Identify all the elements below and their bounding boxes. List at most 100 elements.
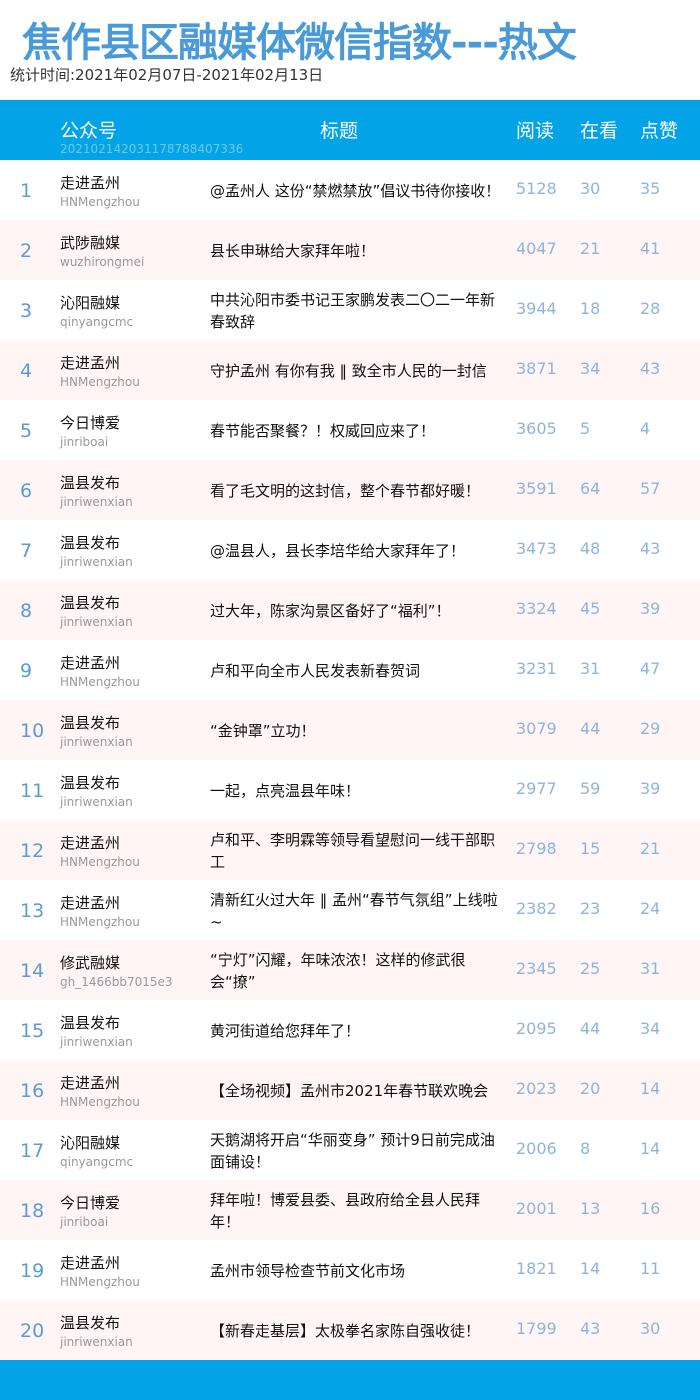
article-title[interactable]: 守护孟州 有你有我 ‖ 致全市人民的一封信: [210, 362, 487, 380]
table-row[interactable]: 13 走进孟州 HNMengzhou 清新红火过大年 ‖ 孟州“春节气氛组”上线啦~ 2…: [0, 880, 700, 940]
rank: 13: [20, 900, 45, 922]
page-title: 焦作县区融媒体微信指数---热文: [22, 20, 577, 66]
account-id: HNMengzhou: [60, 195, 140, 209]
like-count: 43: [640, 359, 661, 378]
see-count: 44: [580, 719, 601, 738]
read-count: 3871: [516, 359, 557, 378]
account-id: gh_1466bb7015e3: [60, 975, 173, 989]
account-name: 走进孟州: [60, 174, 121, 192]
read-count: 3231: [516, 659, 557, 678]
rank: 9: [20, 660, 33, 682]
like-count: 29: [640, 719, 661, 738]
article-title[interactable]: @孟州人 这份“禁燃禁放”倡议书待你接收！: [210, 182, 501, 200]
like-count: 21: [640, 839, 661, 858]
read-count: 3605: [516, 419, 557, 438]
rank: 1: [20, 180, 33, 202]
table-row[interactable]: 2 武陟融媒 wuzhirongmei 县长申琳给大家拜年啦！ 4047 21 41: [0, 220, 700, 280]
table-row[interactable]: 10 温县发布 jinriwenxian “金钟罩”立功！ 3079 44 29: [0, 700, 700, 760]
article-title[interactable]: 一起，点亮温县年味！: [210, 782, 361, 800]
read-count: 3324: [516, 599, 557, 618]
like-count: 30: [640, 1319, 661, 1338]
article-title[interactable]: 黄河街道给您拜年了！: [210, 1022, 361, 1040]
see-count: 21: [580, 239, 601, 258]
account-id: jinriwenxian: [60, 615, 133, 629]
table-row[interactable]: 8 温县发布 jinriwenxian 过大年，陈家沟景区备好了“福利”！ 3324 45…: [0, 580, 700, 640]
see-count: 13: [580, 1199, 601, 1218]
table-row[interactable]: 12 走进孟州 HNMengzhou 卢和平、李明霖等领导看望慰问一线干部职工 2798…: [0, 820, 700, 880]
rank: 15: [20, 1020, 45, 1042]
rank: 5: [20, 420, 33, 442]
article-title[interactable]: 过大年，陈家沟景区备好了“福利”！: [210, 602, 451, 620]
read-count: 5128: [516, 179, 557, 198]
like-count: 28: [640, 299, 661, 318]
read-count: 2023: [516, 1079, 557, 1098]
see-count: 5: [580, 419, 591, 438]
read-count: 2001: [516, 1199, 557, 1218]
header-code: 20210214203117878840733​6: [60, 142, 244, 156]
read-count: 3473: [516, 539, 557, 558]
article-title[interactable]: “宁灯”闪耀，年味浓浓！这样的修武很会“撩”: [210, 951, 466, 991]
like-count: 31: [640, 959, 661, 978]
table-row[interactable]: 3 沁阳融媒 qinyangcmc 中共沁阳市委书记王家鹏发表二〇二一年新春致辞 394…: [0, 280, 700, 340]
table-row[interactable]: 16 走进孟州 HNMengzhou 【全场视频】孟州市2021年春节联欢晚会 2023…: [0, 1060, 700, 1120]
table-row[interactable]: 19 走进孟州 HNMengzhou 孟州市领导检查节前文化市场 1821 14 11: [0, 1240, 700, 1300]
account-name: 温县发布: [60, 474, 121, 492]
see-count: 31: [580, 659, 601, 678]
account-id: wuzhirongmei: [60, 255, 145, 269]
column-see: 在看: [580, 120, 619, 142]
article-title[interactable]: 中共沁阳市委书记王家鹏发表二〇二一年新春致辞: [210, 291, 496, 331]
see-count: 18: [580, 299, 601, 318]
account-name: 温县发布: [60, 594, 121, 612]
account-id: HNMengzhou: [60, 1275, 140, 1289]
article-title[interactable]: 【全场视频】孟州市2021年春节联欢晚会: [210, 1082, 489, 1100]
read-count: 3944: [516, 299, 557, 318]
table-row[interactable]: 9 走进孟州 HNMengzhou 卢和平向全市人民发表新春贺词 3231 31 47: [0, 640, 700, 700]
read-count: 2006: [516, 1139, 557, 1158]
account-id: qinyangcmc: [60, 1155, 134, 1169]
see-count: 34: [580, 359, 601, 378]
article-title[interactable]: 春节能否聚餐？！权威回应来了！: [210, 422, 436, 440]
article-title[interactable]: 孟州市领导检查节前文化市场: [210, 1262, 406, 1280]
table-body: 1 走进孟州 HNMengzhou @孟州人 这份“禁燃禁放”倡议书待你接收！ 5128…: [0, 160, 700, 1360]
article-title[interactable]: 天鹅湖将开启“华丽变身” 预计9日前完成油面铺设！: [210, 1131, 495, 1171]
article-title[interactable]: @温县人，县长李培华给大家拜年了！: [210, 542, 466, 560]
table-row[interactable]: 7 温县发布 jinriwenxian @温县人，县长李培华给大家拜年了！ 3473 48…: [0, 520, 700, 580]
article-title[interactable]: 卢和平向全市人民发表新春贺词: [210, 662, 421, 680]
rank: 19: [20, 1260, 45, 1282]
column-account: 公众号: [60, 120, 118, 142]
table-row[interactable]: 11 温县发布 jinriwenxian 一起，点亮温县年味！ 2977 59 39: [0, 760, 700, 820]
article-title[interactable]: 拜年啦！博爱县委、县政府给全县人民拜年！: [210, 1191, 481, 1231]
like-count: 39: [640, 599, 661, 618]
table-row[interactable]: 5 今日博爱 jinriboai 春节能否聚餐？！权威回应来了！ 3605 5 4: [0, 400, 700, 460]
see-count: 23: [580, 899, 601, 918]
account-name: 今日博爱: [60, 1194, 121, 1212]
table-row[interactable]: 1 走进孟州 HNMengzhou @孟州人 这份“禁燃禁放”倡议书待你接收！ 5128…: [0, 160, 700, 220]
article-title[interactable]: 县长申琳给大家拜年啦！: [210, 242, 376, 260]
table-row[interactable]: 6 温县发布 jinriwenxian 看了毛文明的这封信，整个春节都好暖！ 3591 6…: [0, 460, 700, 520]
account-id: jinriwenxian: [60, 1335, 133, 1349]
rank: 12: [20, 840, 45, 862]
article-title[interactable]: 看了毛文明的这封信，整个春节都好暖！: [210, 482, 481, 500]
account-name: 今日博爱: [60, 414, 121, 432]
table-row[interactable]: 15 温县发布 jinriwenxian 黄河街道给您拜年了！ 2095 44 34: [0, 1000, 700, 1060]
account-name: 走进孟州: [60, 1074, 121, 1092]
account-id: jinriwenxian: [60, 735, 133, 749]
article-title[interactable]: “金钟罩”立功！: [210, 722, 316, 740]
like-count: 57: [640, 479, 661, 498]
article-title[interactable]: 【新春走基层】太极拳名家陈自强收徒！: [210, 1322, 481, 1340]
see-count: 15: [580, 839, 601, 858]
read-count: 1821: [516, 1259, 557, 1278]
table-row[interactable]: 18 今日博爱 jinriboai 拜年啦！博爱县委、县政府给全县人民拜年！ 2001 1…: [0, 1180, 700, 1240]
table-row[interactable]: 20 温县发布 jinriwenxian 【新春走基层】太极拳名家陈自强收徒！ 1799…: [0, 1300, 700, 1360]
table-row[interactable]: 17 沁阳融媒 qinyangcmc 天鹅湖将开启“华丽变身” 预计9日前完成油面铺设…: [0, 1120, 700, 1180]
article-title[interactable]: 清新红火过大年 ‖ 孟州“春节气氛组”上线啦~: [210, 891, 498, 931]
table-row[interactable]: 4 走进孟州 HNMengzhou 守护孟州 有你有我 ‖ 致全市人民的一封信 3871…: [0, 340, 700, 400]
table-row[interactable]: 14 修武融媒 gh_1466bb7015e3 “宁灯”闪耀，年味浓浓！这样的修武很会…: [0, 940, 700, 1000]
like-count: 16: [640, 1199, 661, 1218]
account-id: HNMengzhou: [60, 915, 140, 929]
read-count: 2382: [516, 899, 557, 918]
see-count: 48: [580, 539, 601, 558]
account-name: 沁阳融媒: [60, 1134, 121, 1152]
read-count: 2977: [516, 779, 557, 798]
article-title[interactable]: 卢和平、李明霖等领导看望慰问一线干部职工: [210, 831, 496, 871]
